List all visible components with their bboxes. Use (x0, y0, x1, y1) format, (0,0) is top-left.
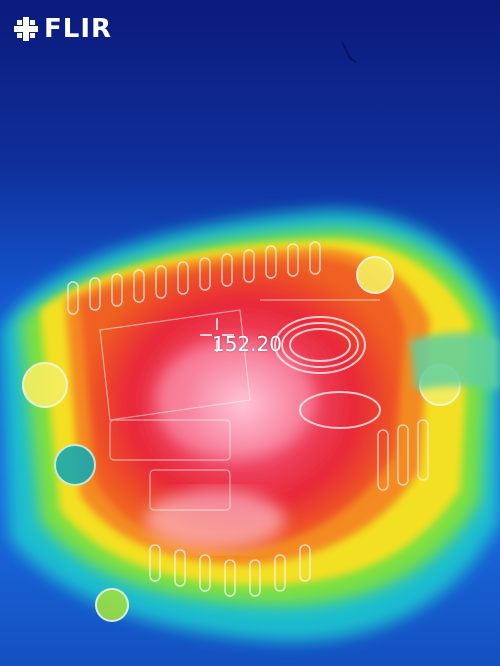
crosshair-icon (200, 318, 234, 352)
flir-logo: FLIR (14, 14, 112, 44)
flir-brand-name: FLIR (44, 14, 113, 44)
flir-logo-icon (14, 17, 38, 41)
spot-temperature-readout: 152.20 (212, 332, 282, 356)
